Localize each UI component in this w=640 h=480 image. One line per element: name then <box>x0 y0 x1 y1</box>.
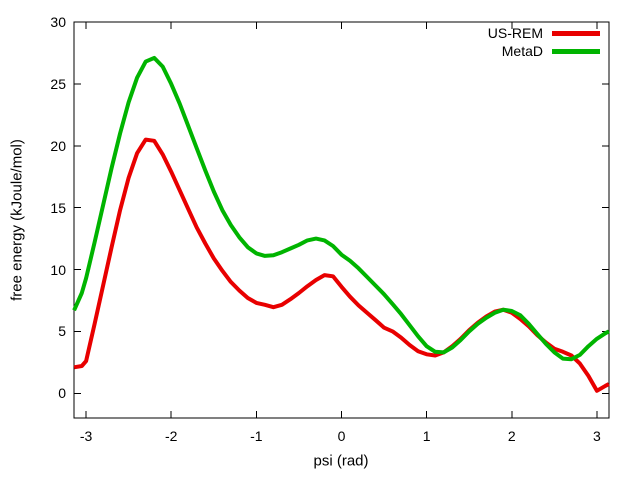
series-line-metad <box>72 55 610 362</box>
legend-item-us-rem: US-REM <box>488 24 600 42</box>
x-tick-label: -2 <box>164 428 178 444</box>
x-axis-label: psi (rad) <box>313 452 369 470</box>
y-tick-label: 25 <box>50 75 66 92</box>
x-tick-label: 1 <box>422 428 431 444</box>
legend-label-metad: MetaD <box>501 43 543 59</box>
axis-ticks <box>74 21 609 418</box>
legend-label-us-rem: US-REM <box>487 25 543 41</box>
y-axis-label: free energy (kJoule/mol) <box>8 139 26 301</box>
x-tick-label: -1 <box>250 428 263 444</box>
x-tick-label: -3 <box>79 428 93 444</box>
legend-line-sample-metad <box>552 48 600 54</box>
y-tick-label: 10 <box>50 261 66 278</box>
series-line-us-rem <box>73 137 610 393</box>
legend: US-REM MetaD <box>488 24 600 60</box>
y-tick-label: 5 <box>58 323 66 340</box>
legend-item-metad: MetaD <box>488 42 600 60</box>
y-tick-label: 20 <box>50 137 66 154</box>
plot-border <box>73 21 610 419</box>
y-tick-label: 0 <box>58 385 66 402</box>
legend-line-sample-us-rem <box>552 30 600 36</box>
x-tick-label: 3 <box>593 428 601 444</box>
y-tick-label: 30 <box>50 14 66 30</box>
data-series <box>72 55 610 393</box>
y-tick-label: 15 <box>50 199 66 216</box>
x-tick-label: 2 <box>507 428 516 444</box>
x-tick-label: 0 <box>337 428 346 444</box>
plot-frame <box>73 21 610 419</box>
